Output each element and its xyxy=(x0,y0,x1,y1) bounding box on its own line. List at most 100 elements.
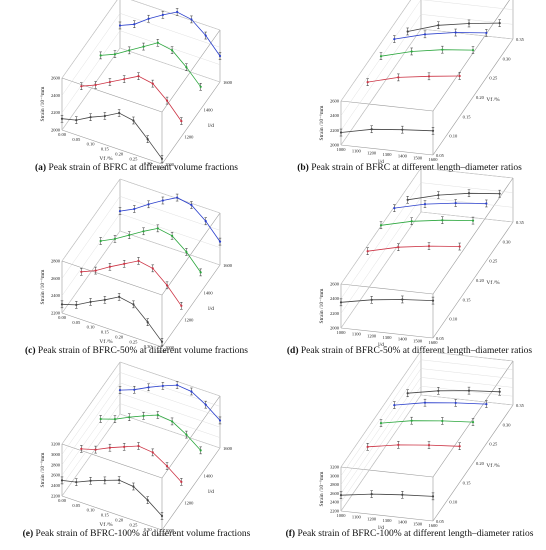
x-tick-label: 1500 xyxy=(413,155,423,160)
data-point xyxy=(103,479,106,482)
y-tick-label: 0.35 xyxy=(516,37,525,42)
data-point xyxy=(339,494,343,497)
series-line xyxy=(81,75,182,122)
x-tick-label: 0.25 xyxy=(129,522,138,527)
data-point xyxy=(431,495,435,498)
data-point xyxy=(113,237,117,241)
data-point xyxy=(160,340,164,343)
data-point xyxy=(103,298,106,301)
x-tick-label: 0.00 xyxy=(58,498,67,503)
box-edge xyxy=(161,447,221,531)
z-gridline xyxy=(340,359,422,476)
data-point xyxy=(118,24,122,27)
z-axis-label: Strain /10⁻⁶mm xyxy=(319,105,325,141)
x-tick-label: 1200 xyxy=(367,516,377,521)
box-edge xyxy=(432,404,514,522)
x-tick-label: 1100 xyxy=(352,515,362,520)
x-axis-label: Vf /% xyxy=(99,521,113,528)
y-tick-label: 0.15 xyxy=(463,480,472,485)
series-line xyxy=(100,227,202,273)
data-point xyxy=(156,227,159,230)
box-edge xyxy=(340,100,434,112)
x-tick-label: 0.15 xyxy=(101,147,110,152)
series-line xyxy=(367,444,460,448)
series-line xyxy=(340,128,434,133)
data-point xyxy=(151,82,154,85)
y-axis-label: Vf /% xyxy=(486,96,500,103)
data-point xyxy=(89,116,92,119)
data-point xyxy=(137,444,140,448)
box-edge xyxy=(61,443,163,479)
data-point xyxy=(133,23,136,26)
caption-letter: (a) xyxy=(35,163,47,173)
x-tick-label: 1300 xyxy=(383,335,393,340)
z-gridline xyxy=(119,372,221,407)
data-point xyxy=(401,128,404,131)
caption-letter: (e) xyxy=(22,529,34,539)
x-tick-label: 1000 xyxy=(337,513,347,518)
caption-c: (c) Peak strain of BFRC-50% at different… xyxy=(0,346,273,356)
chart-d: 2000 2200 2400 2600 1000 1100 1200 1300 1400 1500… xyxy=(319,167,525,348)
z-tick-label: 2400 xyxy=(330,296,340,301)
data-point xyxy=(108,446,112,449)
y-tick-label: 0.05 xyxy=(436,336,445,341)
data-point xyxy=(170,234,174,237)
data-point xyxy=(431,129,435,132)
series-line xyxy=(407,390,500,394)
data-point xyxy=(410,220,413,223)
data-point xyxy=(180,304,183,307)
y-tick-label: 0.05 xyxy=(436,519,445,524)
chart-a: 2000 2200 2400 2600 0.00 0.05 0.10 0.15 0.20 0.25… xyxy=(40,0,233,171)
z-gridline xyxy=(420,211,514,223)
chart-e: 2200 2400 2600 2800 3000 3200 0.00 0.05 0.10 0.15… xyxy=(40,361,233,537)
x-tick-label: 1400 xyxy=(398,154,408,159)
data-point xyxy=(142,414,145,417)
z-gridline xyxy=(119,393,221,428)
x-tick-label: 0.05 xyxy=(72,137,81,142)
data-point xyxy=(75,481,78,484)
caption-d: (d) Peak strain of BFRC-50% at different… xyxy=(273,346,546,356)
y-tick-label: 1200 xyxy=(184,135,194,140)
x-tick-label: 1400 xyxy=(398,520,408,525)
z-gridline xyxy=(340,211,422,329)
z-gridline xyxy=(119,361,221,397)
data-point xyxy=(379,55,383,58)
data-point xyxy=(441,48,444,51)
data-point xyxy=(75,303,78,306)
y-tick-label: 0.25 xyxy=(489,259,498,264)
data-point xyxy=(118,209,122,213)
z-gridline xyxy=(119,13,221,48)
series-line xyxy=(61,112,163,160)
data-point xyxy=(366,81,369,84)
box-edge xyxy=(340,327,434,339)
z-tick-label: 2400 xyxy=(51,293,61,298)
x-tick-label: 0.25 xyxy=(129,339,138,344)
z-gridline xyxy=(119,382,221,417)
panel-d: 2000 2200 2400 2600 1000 1100 1200 1300 1400 1500… xyxy=(273,167,546,366)
x-tick-label: 1500 xyxy=(413,338,423,343)
x-tick-label: 0.10 xyxy=(87,142,96,147)
data-point xyxy=(99,239,102,243)
box-edge xyxy=(161,81,221,165)
data-point xyxy=(406,198,409,201)
z-tick-label: 2200 xyxy=(330,128,340,133)
box-edge xyxy=(432,177,514,295)
x-tick-label: 0.35 xyxy=(158,532,167,537)
z-tick-label: 2600 xyxy=(51,76,61,81)
y-axis-label: Vf /% xyxy=(486,279,500,286)
data-point xyxy=(218,54,222,58)
y-tick-label: 0.15 xyxy=(463,114,472,119)
data-point xyxy=(423,401,427,404)
z-gridline xyxy=(340,28,422,146)
y-tick-label: 1200 xyxy=(184,318,194,323)
x-tick-label: 0.05 xyxy=(72,503,81,508)
data-point xyxy=(218,419,222,422)
z-gridline xyxy=(119,196,221,231)
x-tick-label: 0.35 xyxy=(158,166,167,171)
x-tick-label: 0.20 xyxy=(115,334,124,339)
data-point xyxy=(467,389,471,392)
x-tick-label: 0.30 xyxy=(144,161,153,166)
y-tick-label: 0.05 xyxy=(436,153,445,158)
y-tick-label: 0.10 xyxy=(449,134,458,139)
z-tick-label: 2800 xyxy=(51,259,61,264)
